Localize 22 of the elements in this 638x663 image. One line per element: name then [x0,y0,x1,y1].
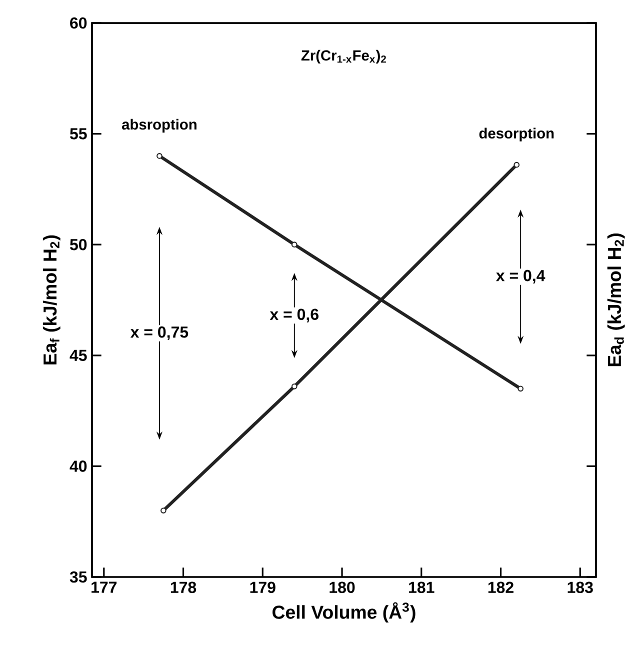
y2-axis-title: Ea$_{d}$ (kJ/mol H$_{2}$) [607,234,625,366]
x-axis-title: Cell Volume (Å$^{3}$) [272,602,416,623]
y-tick-label: 55 [70,128,87,140]
annotation: x = 0,6 [270,308,318,322]
text: Zr(Cr$_{1-x}$Fe$_{x}$)$_{2}$ [301,50,386,64]
x-tick-label: 181 [409,582,434,594]
y-axis-title: Ea$_{f}$ (kJ/mol H$_{2}$) [42,235,60,364]
y-tick-label: 60 [70,17,87,29]
y-tick-label: 40 [70,460,87,472]
x-tick-label: 183 [568,582,593,594]
x-tick-label: 180 [330,582,355,594]
series-label: absroption [122,118,196,133]
y-tick-label: 45 [70,350,87,361]
x-tick-label: 182 [488,582,514,594]
y-tick-label: 35 [70,571,87,583]
x-tick-label: 178 [170,582,196,594]
x-tick-label: 179 [250,582,276,594]
x-tick-label: 177 [92,582,117,593]
annotation: x = 0,4 [496,270,546,284]
annotation: x = 0,75 [130,326,188,340]
series-label: desorption [479,128,554,142]
y-tick-label: 50 [70,238,87,250]
